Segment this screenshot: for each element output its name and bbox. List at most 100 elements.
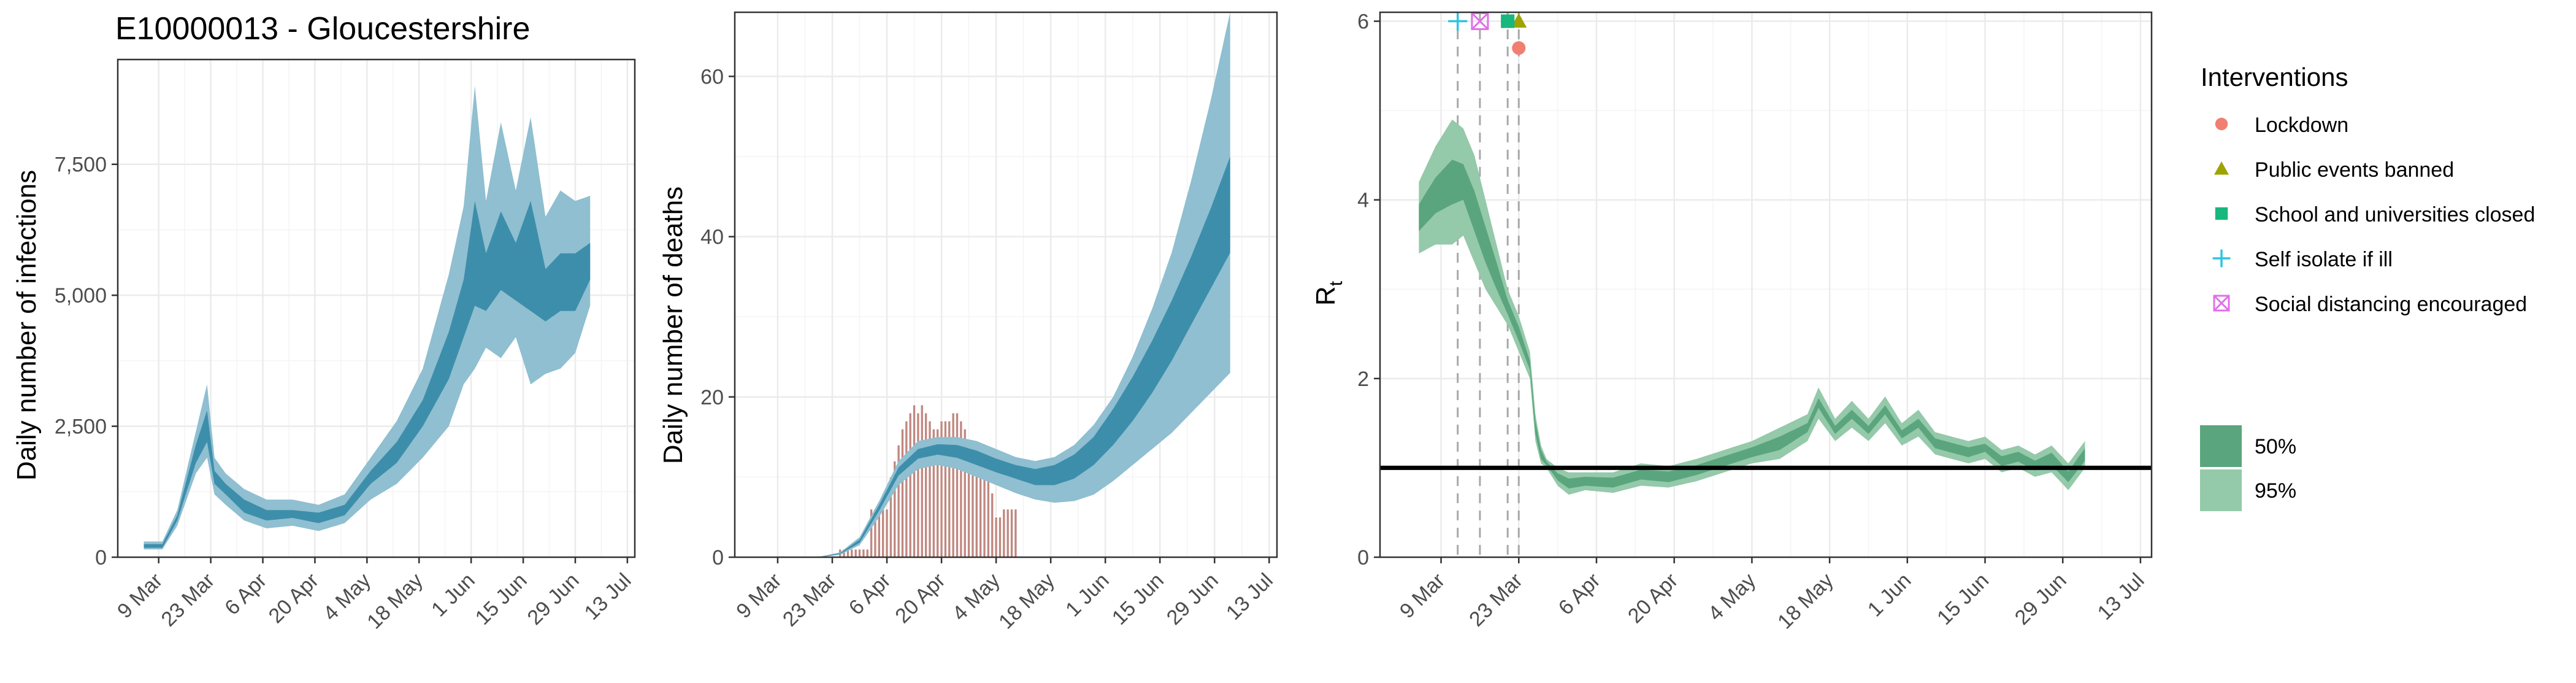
intervention-marker — [1512, 41, 1526, 55]
x-tick-label: 18 May — [994, 569, 1059, 634]
intervention-marker — [1471, 12, 1489, 31]
legend-interval-swatch — [2200, 469, 2242, 511]
x-tick-label: 15 Jun — [471, 569, 532, 630]
death-bar — [978, 468, 983, 558]
x-tick-label: 23 Mar — [1465, 569, 1527, 631]
x-tick-label: 20 Apr — [1623, 569, 1682, 628]
x-tick-label: 4 May — [1704, 569, 1760, 625]
deaths-y-axis-title: Daily number of deaths — [658, 187, 688, 464]
y-tick-label: 0 — [1357, 546, 1369, 569]
panel-border — [1379, 11, 2153, 558]
y-tick-label: 2 — [1357, 368, 1369, 391]
death-bar — [865, 549, 869, 558]
legend-key-plus — [2212, 249, 2231, 268]
x-tick-label: 6 Apr — [1554, 569, 1605, 620]
legend-label: School and universities closed — [2255, 203, 2535, 226]
x-tick-label: 15 Jun — [1108, 569, 1168, 630]
death-bar — [924, 412, 928, 558]
y-tick-label: 6 — [1357, 10, 1369, 34]
rt-y-axis-title-subscript: t — [1326, 280, 1346, 286]
legend-key-square — [2215, 207, 2228, 220]
x-tick-label: 23 Mar — [778, 569, 841, 631]
plot-marks — [144, 85, 591, 550]
chart-title: E10000013 - Gloucestershire — [115, 11, 530, 47]
x-tick-label: 29 Jun — [523, 569, 584, 630]
panel-border — [117, 58, 636, 558]
y-tick-label: 0 — [712, 546, 724, 569]
legend-key-triangle — [2214, 161, 2229, 175]
death-bar — [857, 549, 862, 558]
death-bar — [912, 404, 916, 558]
panel-border — [734, 11, 1278, 558]
x-tick-label: 23 Mar — [157, 569, 220, 631]
x-tick-label: 13 Jul — [1222, 569, 1278, 625]
legend-title: Interventions — [2201, 63, 2348, 91]
death-bar — [908, 412, 912, 558]
x-tick-label: 15 Jun — [1933, 569, 1993, 630]
rt-y-axis-title-r: R — [1311, 286, 1341, 306]
legend-interval-label: 95% — [2255, 479, 2296, 503]
infections-y-axis-title: Daily number of infections — [12, 170, 42, 480]
y-tick-label: 7,500 — [55, 153, 107, 177]
x-tick-label: 1 Jun — [1061, 569, 1114, 622]
intervention-marker — [1501, 14, 1515, 28]
x-tick-label: 20 Apr — [264, 569, 323, 628]
y-tick-label: 40 — [700, 226, 724, 249]
y-tick-label: 4 — [1357, 189, 1369, 212]
death-bar — [994, 517, 998, 558]
death-bar — [951, 412, 955, 558]
rt-panel: Rt 0 2 4 6 9 Mar 23 Mar 6 Apr 20 Apr 4 May 18 May… — [1311, 10, 2153, 634]
death-bar — [998, 517, 1002, 558]
legend-interval-label: 50% — [2255, 435, 2296, 458]
death-bar — [885, 509, 889, 558]
legend-label: Public events banned — [2255, 158, 2454, 182]
x-tick-label: 6 Apr — [845, 569, 895, 620]
intervention-marker — [1448, 11, 1468, 31]
infections-panel: E10000013 - Gloucestershire Daily number… — [12, 11, 636, 633]
legend: Interventions Lockdown Public events bann… — [2200, 63, 2535, 511]
intervention-marker — [1511, 13, 1527, 28]
death-bar — [854, 549, 857, 558]
x-tick-label: 1 Jun — [1863, 569, 1916, 622]
death-bar — [955, 412, 959, 558]
death-bar — [1010, 509, 1014, 558]
y-tick-label: 0 — [95, 546, 107, 569]
legend-label: Lockdown — [2255, 114, 2348, 137]
x-tick-label: 9 Mar — [1395, 569, 1449, 623]
plot-marks — [1380, 11, 2152, 557]
death-bar — [900, 428, 905, 558]
x-tick-label: 29 Jun — [1162, 569, 1223, 630]
death-bar — [905, 420, 908, 558]
band-95 — [144, 85, 591, 550]
x-tick-label: 13 Jul — [2093, 569, 2149, 625]
death-bar — [983, 476, 986, 558]
death-bar — [1006, 509, 1010, 558]
y-tick-label: 5,000 — [55, 284, 107, 307]
death-bar — [850, 549, 854, 558]
x-tick-label: 18 May — [1773, 569, 1838, 634]
death-bar — [881, 509, 885, 558]
band-50 — [144, 201, 591, 548]
death-bar — [920, 404, 924, 558]
legend-key-circle — [2215, 117, 2228, 131]
legend-label: Social distancing encouraged — [2255, 293, 2527, 316]
death-bar — [991, 493, 994, 558]
death-bar — [1014, 509, 1018, 558]
legend-interval-swatch — [2200, 425, 2242, 467]
legend-label: Self isolate if ill — [2255, 248, 2393, 271]
rt-y-axis-title: Rt — [1311, 280, 1346, 306]
x-tick-label: 29 Jun — [2011, 569, 2071, 630]
y-tick-label: 20 — [700, 386, 724, 409]
x-tick-label: 20 Apr — [891, 569, 949, 628]
legend-key-boxx — [2213, 295, 2230, 312]
death-bar — [862, 549, 865, 558]
x-tick-label: 18 May — [362, 569, 427, 634]
x-tick-label: 6 Apr — [220, 569, 271, 620]
y-tick-label: 2,500 — [55, 415, 107, 439]
band-50 — [1419, 160, 2085, 488]
y-tick-label: 60 — [700, 65, 724, 88]
death-bar — [1002, 509, 1006, 558]
